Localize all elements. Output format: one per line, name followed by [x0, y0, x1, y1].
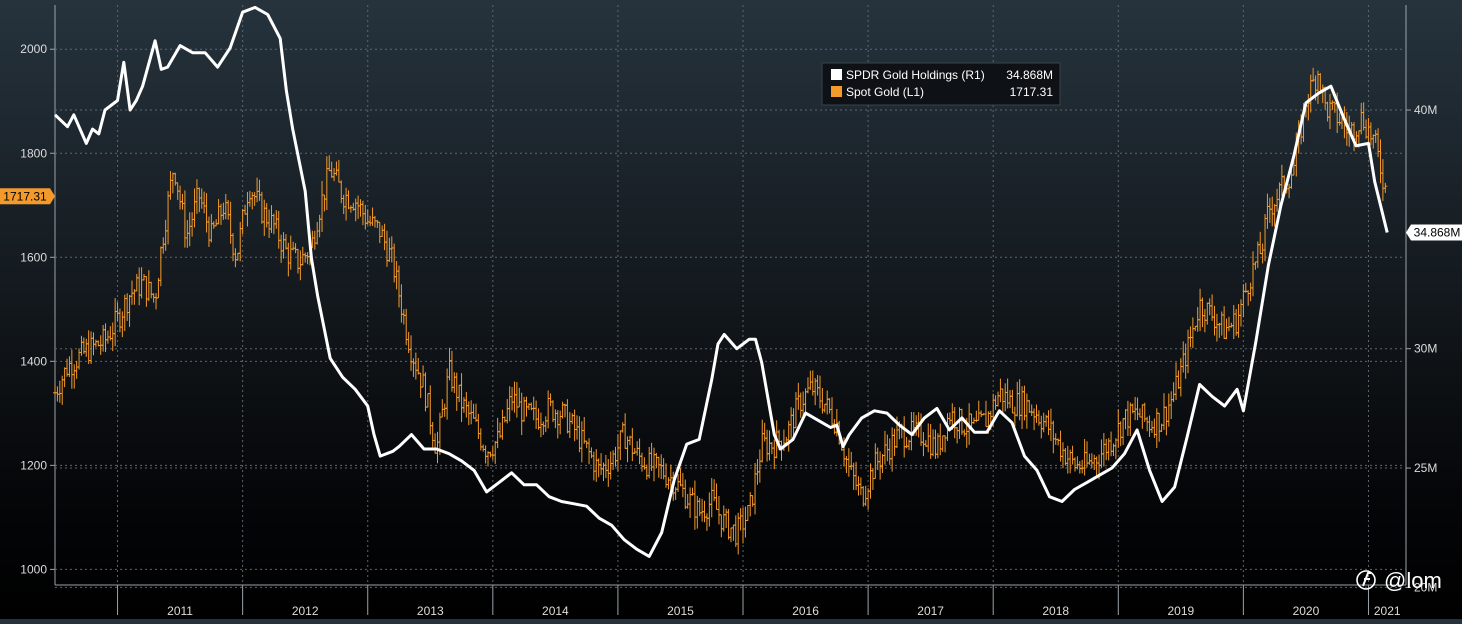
right-tick-label: 40M [1414, 103, 1437, 117]
legend-label-gold: Spot Gold (L1) [846, 85, 924, 99]
gold-last-flag-arrow [50, 188, 55, 205]
spot-gold-series [53, 67, 1388, 555]
gold-last-value: 1717.31 [3, 189, 47, 203]
x-tick-label: 2012 [292, 604, 319, 618]
x-tick-label: 2013 [417, 604, 444, 618]
left-tick-label: 1200 [20, 458, 47, 472]
spdr-last-flag [1406, 224, 1462, 241]
left-tick-label: 1000 [20, 562, 47, 576]
x-tick-label: 2016 [792, 604, 819, 618]
left-tick-label: 2000 [20, 42, 47, 56]
legend-label-spdr: SPDR Gold Holdings (R1) [846, 68, 985, 82]
legend-box [821, 62, 1061, 106]
legend-value-spdr: 34.868M [1006, 68, 1053, 82]
gold-last-flag [0, 188, 50, 205]
watermark: @lom [1356, 568, 1442, 593]
spdr-holdings-line [53, 5, 1389, 558]
x-tick-label: 2021 [1374, 604, 1401, 618]
last-value-labels: 1717.31 34.868M [0, 188, 1462, 241]
spdr-last-value: 34.868M [1414, 226, 1461, 240]
spdr-holdings-series [53, 5, 1389, 558]
legend-swatch-spdr [831, 69, 842, 80]
watermark-text: @lom [1384, 568, 1442, 593]
right-tick-label: 20M [1414, 580, 1437, 594]
legend-swatch-gold [831, 86, 842, 97]
right-tick-label: 25M [1414, 461, 1437, 475]
x-tick-label: 2017 [917, 604, 944, 618]
right-axis: 20M 25M 30M 40M [1406, 103, 1437, 594]
x-tick-label: 2014 [542, 604, 569, 618]
left-axis: 1000 1200 1400 1600 1800 2000 [20, 42, 55, 576]
x-axis: 2011 2012 2013 2014 2015 2016 2017 2018 2019 2020… [117, 585, 1401, 618]
x-tick-label: 2018 [1042, 604, 1069, 618]
x-tick-label: 2020 [1293, 604, 1320, 618]
legend-value-gold: 1717.31 [1010, 85, 1054, 99]
grid [54, 5, 1407, 588]
bloomberg-b-icon [1356, 570, 1376, 590]
left-tick-label: 1600 [20, 250, 47, 264]
left-tick-label: 1400 [20, 354, 47, 368]
x-tick-label: 2019 [1167, 604, 1194, 618]
x-tick-label: 2015 [667, 604, 694, 618]
x-tick-label: 2011 [167, 604, 193, 618]
right-tick-label: 30M [1414, 342, 1437, 356]
legend: SPDR Gold Holdings (R1) 34.868M Spot Gol… [821, 62, 1061, 106]
left-tick-label: 1800 [20, 146, 47, 160]
